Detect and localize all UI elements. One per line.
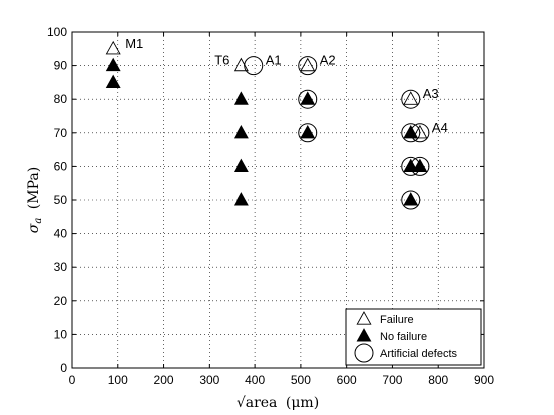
x-tick-label: 200: [154, 373, 174, 387]
circle-point: [401, 190, 421, 210]
y-tick-label: 20: [54, 294, 68, 308]
open-triangle-point: [412, 124, 428, 139]
y-tick-label: 0: [60, 361, 67, 375]
x-tick-label: 800: [428, 373, 448, 387]
circle-point: [298, 56, 318, 76]
legend-label: No failure: [380, 331, 427, 343]
y-axis-label-sub: a: [33, 218, 44, 224]
legend-circle-marker: [354, 343, 374, 363]
point-annotation-label: T6: [214, 53, 229, 68]
y-axis-label: σa (MPa): [26, 167, 45, 233]
circle-point: [244, 56, 264, 76]
circle-point: [401, 123, 421, 143]
x-tick-label: 500: [291, 373, 311, 387]
filled-triangle-point: [233, 158, 249, 172]
point-annotation-label: M1: [125, 36, 143, 51]
data-points: [105, 40, 430, 210]
open-triangle-point: [403, 91, 419, 105]
axis-ticks: 0 100 200 300 400 500 600 700 800 900 0 10 20 30 40 50 6…: [47, 25, 494, 387]
filled-triangle-point: [300, 91, 316, 105]
x-axis-label-unit: (μm): [286, 395, 319, 411]
y-tick-label: 100: [47, 25, 67, 39]
y-tick-label: 30: [54, 260, 68, 274]
legend-label: Failure: [380, 314, 414, 326]
legend-label: Artificial defects: [380, 348, 458, 360]
open-triangle-point: [300, 57, 316, 72]
x-tick-label: 400: [245, 373, 265, 387]
x-tick-label: 700: [382, 373, 402, 387]
filled-triangle-point: [403, 192, 419, 206]
filled-triangle-point: [412, 158, 428, 172]
x-tick-label: 0: [69, 373, 76, 387]
filled-triangle-point: [105, 57, 121, 72]
x-axis-label: √area (μm): [237, 395, 319, 411]
filled-triangle-point: [105, 74, 121, 88]
filled-triangle-point: [233, 192, 249, 206]
y-tick-label: 80: [54, 92, 68, 106]
x-tick-label: 300: [199, 373, 219, 387]
x-axis-label-main: √area: [237, 395, 278, 411]
circle-point: [298, 123, 318, 143]
y-tick-label: 60: [54, 159, 68, 173]
legend-filled-triangle-marker: [356, 328, 372, 342]
filled-triangle-point: [233, 124, 249, 139]
point-annotation-label: A3: [423, 86, 439, 101]
point-annotation-label: A4: [432, 120, 448, 135]
x-tick-label: 600: [337, 373, 357, 387]
circle-point: [401, 89, 421, 109]
y-tick-label: 50: [54, 193, 68, 207]
y-tick-label: 90: [54, 59, 68, 73]
circle-point: [298, 89, 318, 109]
y-tick-label: 10: [54, 327, 68, 341]
plot-frame: [71, 31, 485, 369]
filled-triangle-point: [233, 91, 249, 105]
legend: Failure No failure Artificial defects: [345, 308, 482, 366]
grid-lines: [72, 32, 484, 368]
y-tick-label: 40: [54, 227, 68, 241]
point-annotation-label: A1: [266, 53, 282, 68]
y-axis-label-symbol: σ: [26, 223, 42, 233]
point-annotation-label: A2: [320, 53, 336, 68]
point-annotations: M1 T6 A1 A2 A3 A4: [125, 36, 448, 135]
filled-triangle-point: [403, 158, 419, 172]
y-axis-label-unit: (MPa): [26, 167, 42, 209]
x-tick-label: 100: [108, 373, 128, 387]
filled-triangle-point: [300, 124, 316, 139]
y-tick-label: 70: [54, 126, 68, 140]
open-triangle-point: [233, 57, 249, 72]
open-triangle-point: [105, 40, 121, 55]
x-tick-label: 900: [474, 373, 494, 387]
legend-open-triangle-marker: [356, 311, 372, 325]
filled-triangle-point: [403, 124, 419, 139]
